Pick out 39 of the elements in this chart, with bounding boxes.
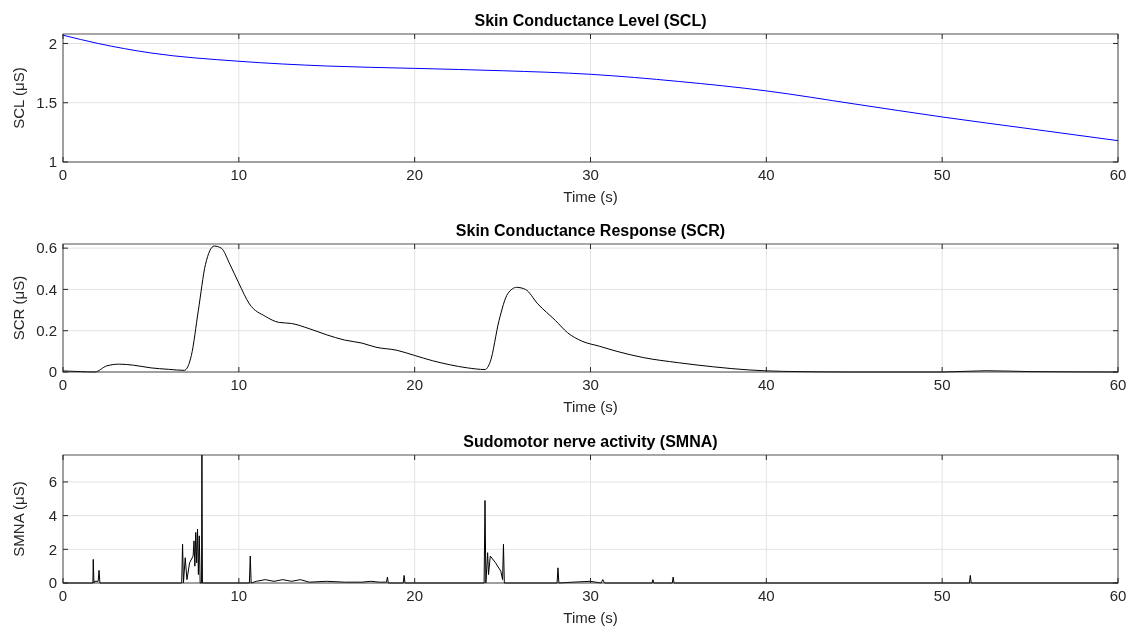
x-tick-label: 40 xyxy=(757,166,775,183)
x-axis-title: Time (s) xyxy=(563,609,618,626)
x-tick-label: 60 xyxy=(1109,376,1127,393)
y-tick-label: 0.6 xyxy=(36,239,57,257)
x-tick-label: 30 xyxy=(582,587,599,604)
x-tick-label: 60 xyxy=(1109,587,1127,604)
y-tick-label: 4 xyxy=(48,506,57,524)
x-tick-label: 60 xyxy=(1109,166,1127,183)
x-tick-label: 10 xyxy=(230,376,248,393)
x-tick-label: 30 xyxy=(582,166,599,183)
x-tick-label: 10 xyxy=(230,166,248,183)
y-tick-label: 0 xyxy=(48,574,57,592)
y-axis-title: SMNA (μS) xyxy=(10,481,27,557)
x-tick-label: 20 xyxy=(406,376,424,393)
y-tick-label: 0.2 xyxy=(36,321,57,339)
y-axis-title: SCL (μS) xyxy=(10,67,27,129)
x-tick-label: 20 xyxy=(406,587,424,604)
y-tick-label: 1 xyxy=(48,153,57,171)
chart-title: Skin Conductance Level (SCL) xyxy=(474,12,707,29)
x-tick-label: 50 xyxy=(933,166,951,183)
chart-title: Sudomotor nerve activity (SMNA) xyxy=(463,433,718,450)
x-tick-label: 10 xyxy=(230,587,248,604)
line-series xyxy=(62,34,1119,142)
chart-title: Skin Conductance Response (SCR) xyxy=(455,222,726,239)
y-axis-title: SCR (μS) xyxy=(10,275,27,341)
y-tick-label: 0 xyxy=(48,363,57,381)
y-tick-label: 2 xyxy=(48,34,57,52)
x-tick-label: 50 xyxy=(933,587,951,604)
y-tick-label: 6 xyxy=(48,473,57,491)
y-tick-label: 0.4 xyxy=(36,280,57,298)
x-tick-label: 40 xyxy=(757,376,775,393)
x-tick-label: 40 xyxy=(757,587,775,604)
y-tick-label: 2 xyxy=(48,540,57,558)
y-tick-label: 1.5 xyxy=(36,93,57,111)
x-tick-label: 50 xyxy=(933,376,951,393)
x-axis-title: Time (s) xyxy=(563,188,618,205)
x-tick-label: 30 xyxy=(582,376,599,393)
x-axis-title: Time (s) xyxy=(563,398,618,415)
x-tick-label: 20 xyxy=(406,166,424,183)
